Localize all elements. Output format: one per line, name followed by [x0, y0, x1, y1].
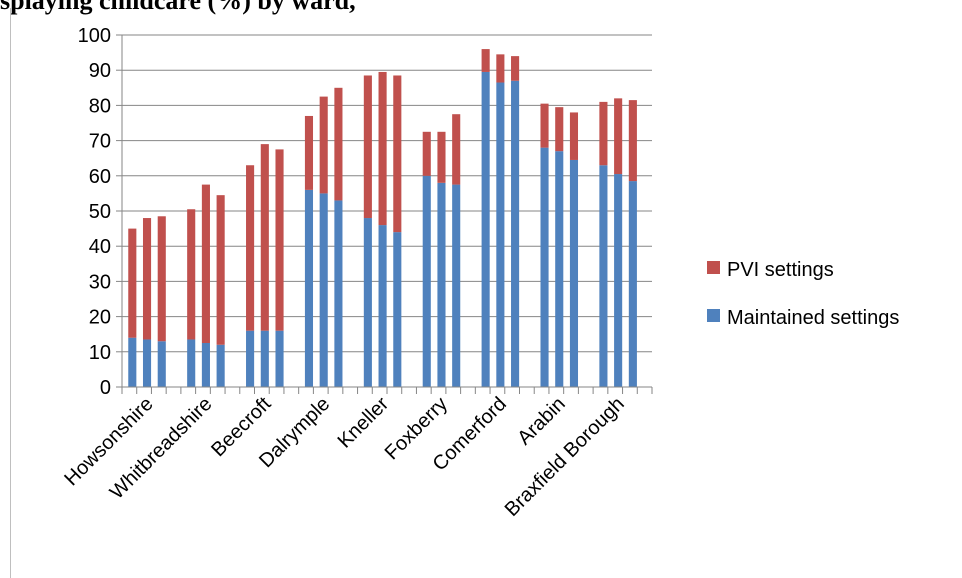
bar-maintained [569, 159, 579, 387]
bar-pvi [187, 209, 196, 340]
bar-maintained [128, 337, 137, 387]
y-tick-label: 80 [89, 95, 111, 117]
bar-pvi [216, 195, 225, 345]
bar-maintained [393, 232, 402, 387]
bar-maintained [157, 341, 166, 387]
bar-pvi [422, 131, 431, 176]
bar-pvi [334, 87, 343, 201]
bar-maintained [304, 189, 314, 387]
bar-pvi [319, 96, 328, 194]
bar-maintained [555, 151, 564, 387]
gridlines [116, 34, 652, 388]
bar-maintained [187, 339, 196, 387]
bar-pvi [599, 101, 608, 166]
legend-swatch-pvi [707, 261, 720, 274]
bar-maintained [496, 82, 505, 388]
bar-maintained [334, 200, 343, 387]
bar-pvi [481, 49, 490, 72]
bar-maintained [246, 330, 255, 387]
bar-maintained [216, 344, 225, 387]
bar-maintained [628, 181, 637, 387]
legend: PVI settings Maintained settings [707, 259, 899, 329]
bar-maintained [599, 165, 608, 387]
y-tick-label: 10 [89, 342, 111, 364]
y-tick-label: 50 [89, 201, 111, 223]
bar-maintained [363, 218, 372, 387]
bar-maintained [614, 174, 623, 387]
bar-pvi [614, 98, 623, 175]
x-tick-label: Whitbreadshire [106, 393, 217, 504]
bar-maintained [378, 225, 387, 387]
bar-pvi [378, 71, 387, 226]
bar-pvi [304, 115, 314, 190]
bar-pvi [128, 228, 137, 338]
bar-pvi [157, 216, 166, 342]
y-tick-label: 70 [89, 131, 111, 153]
y-tick-label: 60 [89, 166, 111, 188]
bar-pvi [393, 75, 402, 233]
bar-maintained [540, 147, 549, 387]
bar-maintained [422, 175, 431, 387]
bar-pvi [363, 75, 372, 219]
bar-pvi [142, 218, 152, 340]
bar-pvi [555, 107, 564, 152]
legend-swatch-maintained [707, 309, 720, 322]
bar-maintained [319, 193, 328, 387]
bar-pvi [201, 184, 210, 343]
y-tick-labels: 0 10 20 30 40 50 60 70 80 90 100 [78, 25, 111, 399]
bar-maintained [275, 330, 284, 387]
axes [121, 35, 653, 394]
bar-maintained [260, 330, 269, 387]
bar-pvi [511, 56, 520, 81]
bar-pvi [496, 54, 505, 83]
bar-pvi [569, 112, 579, 160]
bar-maintained [452, 184, 461, 387]
bar-pvi [275, 149, 284, 331]
y-tick-label: 0 [100, 377, 111, 399]
x-tick-label: Kneller [334, 393, 394, 453]
chart-title-fragment: splaying childcare (%) by ward, [0, 0, 356, 15]
bar-pvi [246, 165, 255, 331]
bar-pvi [540, 103, 549, 148]
y-tick-label: 90 [89, 60, 111, 82]
bar-pvi [628, 100, 637, 182]
legend-label-pvi: PVI settings [727, 259, 834, 281]
bar-pvi [260, 144, 269, 331]
y-tick-label: 100 [78, 25, 111, 47]
bar-maintained [511, 80, 520, 387]
y-tick-label: 40 [89, 236, 111, 258]
bar-maintained [142, 339, 152, 387]
bar-pvi [452, 114, 461, 185]
y-tick-label: 30 [89, 271, 111, 293]
x-tick-label: Arabin [513, 393, 569, 449]
bar-maintained [201, 343, 210, 387]
chart-frame [10, 8, 962, 578]
y-tick-label: 20 [89, 307, 111, 329]
legend-label-maintained: Maintained settings [727, 307, 899, 329]
bar-pvi [437, 131, 446, 183]
bar-maintained [437, 182, 446, 387]
x-tick-labels: HowsonshireWhitbreadshireBeecroftDalrymp… [60, 393, 628, 521]
bars [128, 49, 637, 388]
bar-maintained [481, 71, 490, 388]
